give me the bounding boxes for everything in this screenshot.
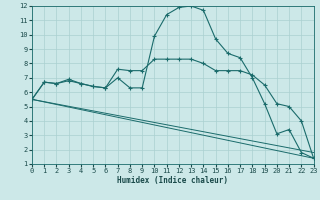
X-axis label: Humidex (Indice chaleur): Humidex (Indice chaleur) <box>117 176 228 185</box>
